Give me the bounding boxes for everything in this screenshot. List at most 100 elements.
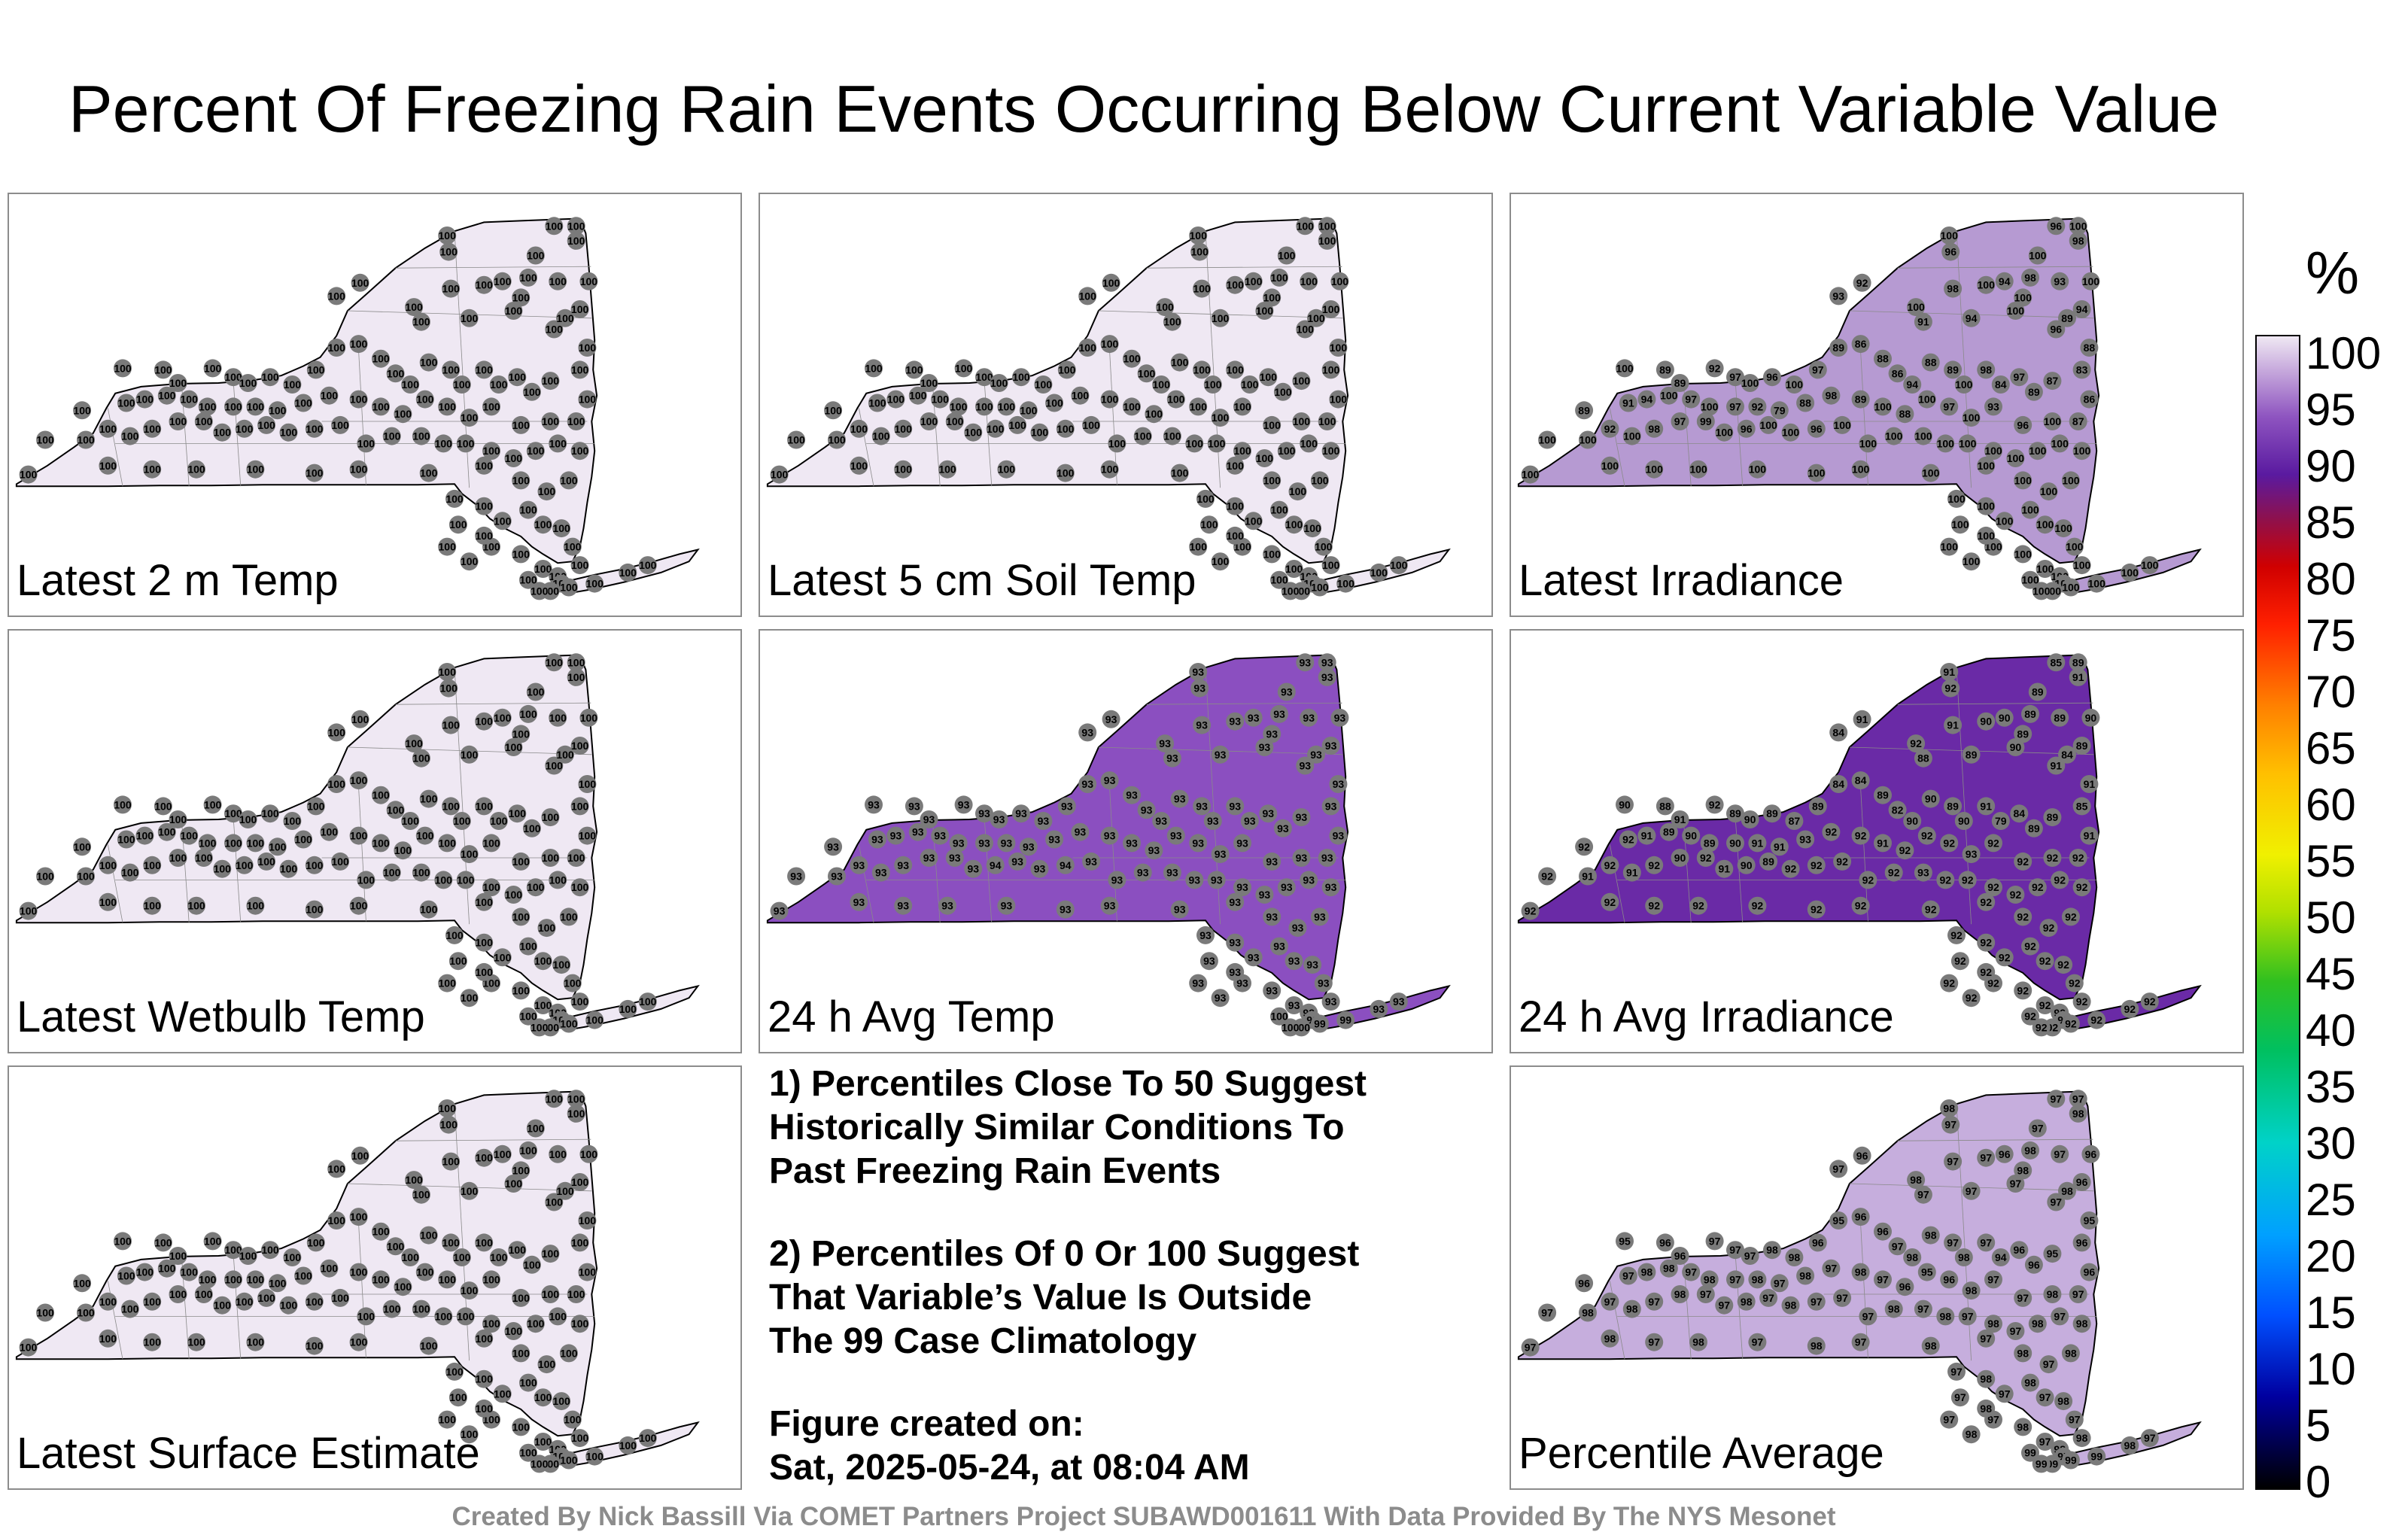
station-marker <box>619 563 637 582</box>
station-value: 100 <box>121 430 139 442</box>
station-marker <box>261 368 279 387</box>
station-marker <box>1977 892 1996 911</box>
station-value: 100 <box>2073 445 2091 457</box>
station-value: 100 <box>439 837 457 849</box>
station-value: 89 <box>1762 856 1774 868</box>
station-marker <box>1914 312 1932 331</box>
station-marker <box>198 397 217 416</box>
station-value: 100 <box>204 798 222 810</box>
station-value: 98 <box>1910 1174 1922 1186</box>
station-value: 93 <box>1105 713 1117 725</box>
station-marker <box>850 419 868 438</box>
station-value: 100 <box>453 815 471 827</box>
station-marker <box>1019 401 1038 420</box>
station-value: 100 <box>1918 394 1936 406</box>
station-value: 100 <box>1212 312 1230 324</box>
station-value: 97 <box>1648 1336 1660 1348</box>
station-value: 97 <box>2051 1093 2063 1105</box>
station-value: 100 <box>512 291 531 303</box>
station-value: 92 <box>2017 856 2029 868</box>
station-value: 100 <box>1190 229 1208 242</box>
station-value: 93 <box>949 852 961 864</box>
station-marker <box>578 390 597 409</box>
station-marker <box>997 397 1016 416</box>
station-value: 91 <box>1626 867 1638 879</box>
station-value: 98 <box>2024 1144 2036 1157</box>
station-marker <box>1977 797 1996 816</box>
colorbar-tick-label: 60 <box>2306 780 2356 830</box>
station-marker <box>1193 716 1212 734</box>
station-marker <box>357 1307 375 1326</box>
station-marker <box>1285 560 1303 578</box>
station-value: 93 <box>1215 749 1227 761</box>
station-marker <box>578 775 597 793</box>
station-marker <box>320 822 339 841</box>
station-marker <box>1977 360 1996 379</box>
station-marker <box>187 896 205 915</box>
station-marker <box>1300 272 1318 290</box>
station-value: 100 <box>1741 377 1759 389</box>
station-marker <box>534 1388 552 1407</box>
station-marker <box>2069 217 2087 236</box>
station-marker <box>1977 1148 1996 1167</box>
station-value: 100 <box>2082 275 2100 287</box>
station-marker <box>73 401 92 420</box>
station-marker <box>2028 682 2047 701</box>
station-marker <box>638 1429 657 1448</box>
station-value: 92 <box>1855 900 1867 912</box>
station-marker <box>415 826 434 845</box>
station-value: 100 <box>1031 427 1049 439</box>
station-marker <box>372 834 390 853</box>
station-value: 100 <box>509 1244 527 1256</box>
credit-line: Created By Nick Bassill Via COMET Partne… <box>451 1502 1836 1531</box>
station-marker <box>1300 871 1318 889</box>
station-marker <box>412 1185 430 1204</box>
station-value: 100 <box>199 1273 217 1285</box>
station-value: 100 <box>199 837 217 849</box>
station-marker <box>2087 1011 2106 1029</box>
station-marker <box>1056 900 1075 919</box>
station-marker <box>1936 871 1955 889</box>
station-marker <box>1318 231 1336 250</box>
station-marker <box>114 1232 132 1251</box>
station-value: 93 <box>1333 778 1345 790</box>
station-value: 96 <box>1766 371 1778 383</box>
station-marker <box>570 1429 589 1448</box>
station-marker <box>169 1285 187 1303</box>
station-value: 100 <box>402 815 420 827</box>
station-value: 93 <box>1137 867 1149 879</box>
station-value: 100 <box>457 1310 475 1322</box>
station-value: 100 <box>494 1388 512 1400</box>
station-value: 100 <box>542 1248 560 1260</box>
station-value: 100 <box>476 1236 494 1248</box>
station-value: 100 <box>412 752 430 764</box>
station-marker <box>1995 1385 2014 1403</box>
station-marker <box>1950 952 1969 971</box>
station-marker <box>2069 1104 2087 1123</box>
station-value: 98 <box>1987 1318 1999 1330</box>
station-value: 100 <box>294 834 312 846</box>
station-marker <box>239 374 257 392</box>
station-value: 100 <box>224 371 242 383</box>
station-value: 100 <box>239 1250 257 1262</box>
station-value: 100 <box>564 977 582 989</box>
station-value: 100 <box>1101 464 1119 476</box>
station-marker <box>1671 849 1689 867</box>
station-marker <box>2061 1451 2080 1470</box>
station-marker <box>1689 1333 1707 1351</box>
station-value: 100 <box>1227 460 1245 472</box>
station-marker <box>117 830 135 849</box>
station-marker <box>1851 771 1870 790</box>
station-marker <box>2006 449 2025 467</box>
station-marker <box>585 1447 604 1466</box>
station-value: 100 <box>494 1148 512 1160</box>
station-value: 97 <box>1700 1288 1712 1300</box>
station-value: 93 <box>1334 712 1346 724</box>
colorbar-tick-label: 35 <box>2306 1062 2356 1112</box>
station-marker <box>460 552 479 571</box>
station-value: 100 <box>560 582 578 594</box>
station-marker <box>482 397 500 416</box>
county-line <box>358 1223 366 1358</box>
